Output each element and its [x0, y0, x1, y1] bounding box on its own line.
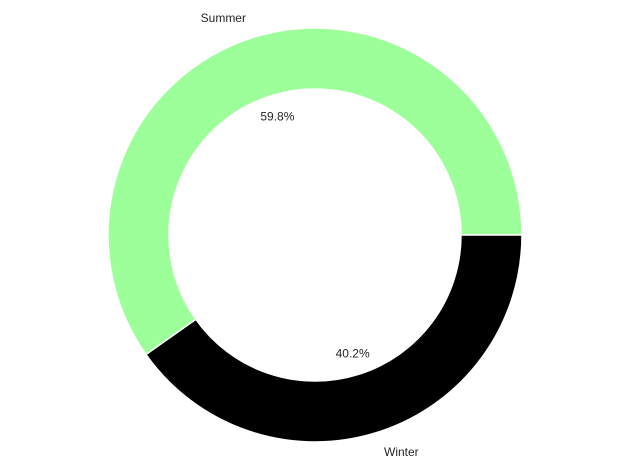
slices-layer	[107, 27, 523, 443]
slice-winter	[144, 234, 523, 443]
slice-summer	[107, 27, 523, 356]
labels-layer: Summer 59.8% Winter 40.2%	[201, 11, 419, 459]
slice-pct-winter: 40.2%	[336, 346, 370, 360]
slice-label-winter: Winter	[384, 445, 419, 459]
slice-pct-summer: 59.8%	[260, 110, 294, 124]
slice-label-summer: Summer	[201, 11, 246, 25]
